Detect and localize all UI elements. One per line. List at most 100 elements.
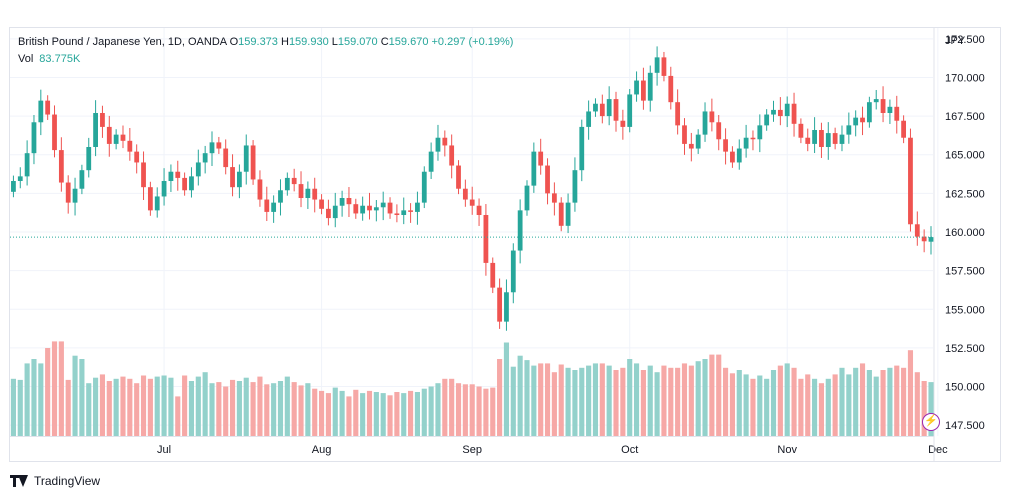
volume-bar [24,363,30,436]
volume-bar [140,375,147,436]
candle-body [798,123,804,138]
volume-bar [291,382,297,436]
candle-body [120,134,126,141]
volume-bar [750,378,756,436]
price-tick-label: 155.000 [945,304,985,316]
volume-bar [65,379,71,436]
candle-body [202,153,208,163]
candle-body [572,170,578,203]
volume-bar [435,383,441,436]
candle-body [517,210,523,251]
candle-body [593,103,598,112]
open-value: 159.373 [238,36,278,48]
volume-bar [325,393,331,436]
candle-body [175,171,181,178]
volume-bar [483,388,489,436]
candle-body [161,181,167,197]
candle-body [784,103,790,117]
volume-bar [627,359,633,436]
candle-body [168,171,174,181]
volume-bar [216,382,222,436]
candle-body [339,198,345,206]
volume-bar [654,372,660,436]
candle-body [449,145,455,166]
symbol-name[interactable]: British Pound / Japanese Yen, 1D, OANDA [18,36,227,48]
volume-bar [702,359,708,436]
price-tick-label: 160.000 [945,227,985,239]
candle-body [832,133,838,144]
volume-bar [346,396,352,436]
volume-bar [586,365,592,436]
volume-bar [134,383,140,436]
lightning-bolt-icon[interactable]: ⚡ [922,413,940,431]
candle-body [456,165,461,189]
volume-bar [764,378,770,436]
volume-bar [277,381,284,436]
candle-body [353,204,359,214]
candle-body [11,181,16,192]
volume-bar [497,359,503,436]
volume-bar [154,376,160,436]
tradingview-brand[interactable]: TradingView [10,473,100,489]
candle-body [79,170,85,189]
high-key: H [280,36,289,48]
candle-body [31,122,37,154]
volume-bar [736,370,742,436]
candle-body [134,151,140,163]
volume-bar [10,378,16,436]
volume-bar [257,376,263,436]
candle-body [428,151,434,172]
candle-body [147,187,153,211]
candle-body [408,210,413,212]
candle-body [312,188,318,200]
volume-key[interactable]: Vol [18,53,34,65]
volume-bar [113,378,119,436]
candle-body [551,193,557,203]
price-tick-label: 147.500 [945,420,985,432]
candle-body [853,117,859,126]
low-value: 159.070 [337,36,378,48]
volume-bar [613,370,619,436]
candle-body [113,134,119,144]
candle-body [93,113,98,147]
candle-body [52,114,57,151]
price-tick-label: 167.500 [945,111,985,123]
volume-bar [798,378,804,436]
volume-bar [818,383,825,436]
candle-body [736,148,742,163]
volume-bar [120,376,126,436]
volume-bar [209,383,215,436]
volume-bar [846,374,852,436]
candle-body [230,167,235,188]
volume-bar [928,382,934,436]
volume-bar [271,383,277,436]
high-value: 159.930 [288,36,329,48]
candle-body [819,130,824,147]
volume-bar [805,374,811,436]
volume-bar [79,359,85,436]
candle-body [127,140,133,152]
candle-body [319,199,324,209]
candle-body [291,177,297,185]
volume-bar [38,363,44,436]
candle-body [921,236,927,242]
volume-bar [517,355,523,436]
candle-body [647,72,653,101]
volume-bar [531,365,537,436]
volume-bar [99,374,106,436]
volume-bar [401,393,407,436]
tradingview-logo-icon [10,475,30,487]
candle-body [908,137,913,225]
volume-bar [58,341,64,436]
volume-bar [236,381,242,436]
candle-body [702,111,708,135]
candle-body [846,125,852,135]
candle-body [209,142,215,154]
volume-bar [544,363,551,436]
time-tick-label: Nov [777,444,797,456]
price-tick-label: 150.000 [945,382,985,394]
close-value: 159.670 [388,36,429,48]
volume-bar [449,378,455,436]
candle-body [805,137,811,144]
